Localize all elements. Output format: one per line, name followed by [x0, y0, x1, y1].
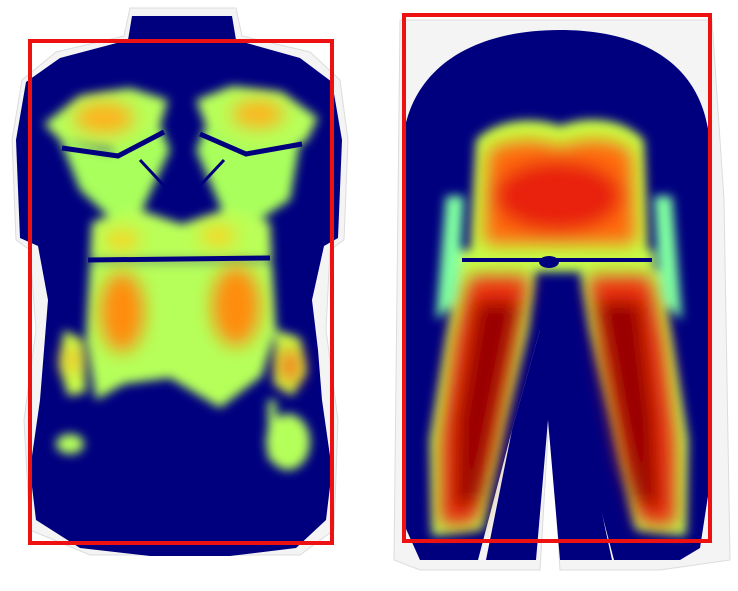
torso-seams [61, 129, 303, 263]
legs-hot-regions [440, 140, 676, 526]
torso-hot-spots [64, 100, 300, 384]
left-panel-torso-heatmap [11, 7, 349, 556]
torso-bounding-box [28, 39, 334, 545]
legs-bounding-box [402, 13, 712, 543]
legs-seams [462, 256, 652, 560]
right-panel-legs-heatmap [393, 13, 731, 571]
